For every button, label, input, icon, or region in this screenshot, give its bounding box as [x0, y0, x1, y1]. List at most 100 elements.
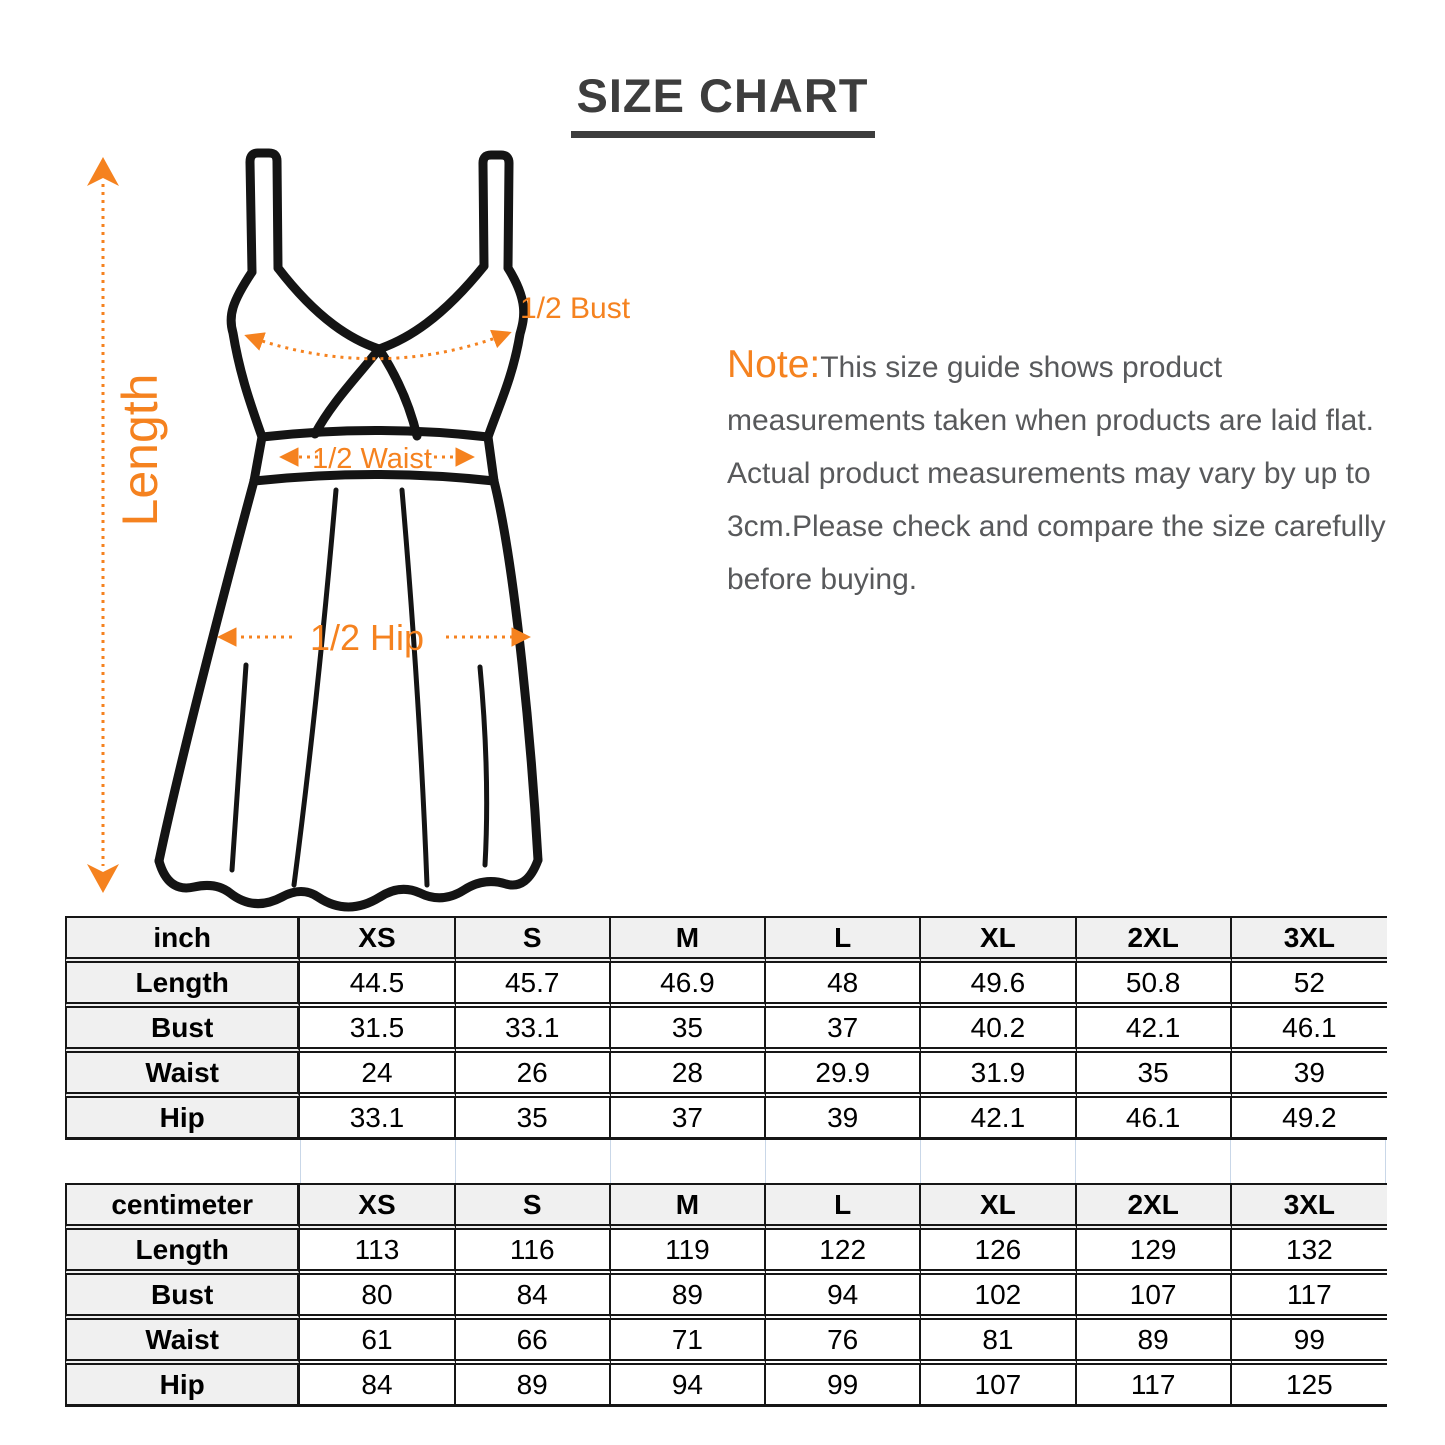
value-cell: 89	[610, 1275, 767, 1320]
value-cell: 132	[1231, 1230, 1387, 1275]
spacer-gridline	[1075, 1140, 1076, 1183]
bust-arrow	[244, 329, 512, 361]
size-header-cell: L	[766, 1183, 922, 1230]
value-cell: 33.1	[300, 1098, 456, 1140]
value-cell: 35	[610, 1008, 767, 1053]
tables-area: inch XS S M L XL 2XL 3XL Length 44.5 45.7 46.9 48 49.…	[65, 916, 1387, 1407]
size-header-cell: M	[610, 916, 767, 963]
size-header-cell: XL	[921, 1183, 1077, 1230]
value-cell: 71	[610, 1320, 767, 1365]
page-title-wrap: SIZE CHART	[0, 68, 1445, 138]
table-row: Waist 61 66 71 76 81 89 99	[65, 1320, 1387, 1365]
size-header-cell: 3XL	[1231, 916, 1387, 963]
value-cell: 102	[921, 1275, 1077, 1320]
value-cell: 31.9	[921, 1053, 1077, 1098]
value-cell: 76	[766, 1320, 922, 1365]
value-cell: 35	[455, 1098, 611, 1140]
size-header-cell: S	[455, 916, 611, 963]
table-row: Hip 33.1 35 37 39 42.1 46.1 49.2	[65, 1098, 1387, 1140]
table-row: Length 113 116 119 122 126 129 132	[65, 1230, 1387, 1275]
table-header-row: inch XS S M L XL 2XL 3XL	[65, 916, 1387, 963]
value-cell: 89	[455, 1365, 611, 1407]
value-cell: 50.8	[1076, 963, 1232, 1008]
bust-label: 1/2 Bust	[520, 292, 631, 325]
value-cell: 46.1	[1231, 1008, 1387, 1053]
size-header-cell: XS	[300, 1183, 456, 1230]
length-arrowheads	[87, 157, 119, 893]
measurement-annotations	[101, 184, 531, 866]
value-cell: 99	[766, 1365, 922, 1407]
unit-label-cell: centimeter	[65, 1183, 301, 1230]
value-cell: 33.1	[455, 1008, 611, 1053]
value-cell: 26	[455, 1053, 611, 1098]
value-cell: 42.1	[1076, 1008, 1232, 1053]
value-cell: 84	[300, 1365, 456, 1407]
row-label-cell: Hip	[65, 1098, 301, 1140]
value-cell: 117	[1076, 1365, 1232, 1407]
value-cell: 24	[300, 1053, 456, 1098]
value-cell: 61	[300, 1320, 456, 1365]
value-cell: 39	[1231, 1053, 1387, 1098]
dress-diagram: Length 1/2 Bust 1/2 Waist 1/2 Hip	[87, 148, 631, 912]
note-prefix: Note:	[727, 343, 821, 386]
hip-label: 1/2 Hip	[310, 617, 424, 658]
spacer-gridline	[765, 1140, 766, 1183]
spacer-gridline	[610, 1140, 611, 1183]
value-cell: 37	[766, 1008, 922, 1053]
value-cell: 81	[921, 1320, 1077, 1365]
value-cell: 46.9	[610, 963, 767, 1008]
value-cell: 89	[1076, 1320, 1232, 1365]
page-title: SIZE CHART	[570, 68, 875, 138]
value-cell: 116	[455, 1230, 611, 1275]
table-row: Hip 84 89 94 99 107 117 125	[65, 1365, 1387, 1407]
value-cell: 39	[766, 1098, 922, 1140]
table-row: Bust 31.5 33.1 35 37 40.2 42.1 46.1	[65, 1008, 1387, 1053]
value-cell: 29.9	[766, 1053, 922, 1098]
value-cell: 107	[1076, 1275, 1232, 1320]
value-cell: 49.6	[921, 963, 1077, 1008]
table-row: Bust 80 84 89 94 102 107 117	[65, 1275, 1387, 1320]
skirt-pleats	[229, 487, 490, 888]
table-spacer	[65, 1140, 1387, 1183]
size-header-cell: XS	[300, 916, 456, 963]
value-cell: 99	[1231, 1320, 1387, 1365]
value-cell: 80	[300, 1275, 456, 1320]
table-row: Length 44.5 45.7 46.9 48 49.6 50.8 52	[65, 963, 1387, 1008]
row-label-cell: Length	[65, 963, 301, 1008]
spacer-gridline	[300, 1140, 301, 1183]
row-label-cell: Bust	[65, 1275, 301, 1320]
value-cell: 66	[455, 1320, 611, 1365]
size-header-cell: M	[610, 1183, 767, 1230]
spacer-gridline	[1385, 1140, 1386, 1183]
value-cell: 94	[610, 1365, 767, 1407]
value-cell: 113	[300, 1230, 456, 1275]
value-cell: 117	[1231, 1275, 1387, 1320]
table-header-row: centimeter XS S M L XL 2XL 3XL	[65, 1183, 1387, 1230]
spacer-gridline	[1230, 1140, 1231, 1183]
value-cell: 44.5	[300, 963, 456, 1008]
value-cell: 52	[1231, 963, 1387, 1008]
length-label: Length	[112, 374, 168, 527]
size-header-cell: XL	[921, 916, 1077, 963]
row-label-cell: Waist	[65, 1320, 301, 1365]
value-cell: 119	[610, 1230, 767, 1275]
waist-label: 1/2 Waist	[312, 443, 432, 475]
value-cell: 28	[610, 1053, 767, 1098]
value-cell: 48	[766, 963, 922, 1008]
unit-label-cell: inch	[65, 916, 301, 963]
dress-outline	[154, 148, 543, 912]
value-cell: 46.1	[1076, 1098, 1232, 1140]
row-label-cell: Waist	[65, 1053, 301, 1098]
size-header-cell: 2XL	[1076, 1183, 1232, 1230]
row-label-cell: Length	[65, 1230, 301, 1275]
value-cell: 125	[1231, 1365, 1387, 1407]
value-cell: 31.5	[300, 1008, 456, 1053]
value-cell: 122	[766, 1230, 922, 1275]
value-cell: 84	[455, 1275, 611, 1320]
size-header-cell: S	[455, 1183, 611, 1230]
value-cell: 129	[1076, 1230, 1232, 1275]
table-row: Waist 24 26 28 29.9 31.9 35 39	[65, 1053, 1387, 1098]
size-table-centimeter: centimeter XS S M L XL 2XL 3XL Length 113 116 119 12…	[65, 1183, 1387, 1407]
spacer-gridline	[920, 1140, 921, 1183]
value-cell: 35	[1076, 1053, 1232, 1098]
